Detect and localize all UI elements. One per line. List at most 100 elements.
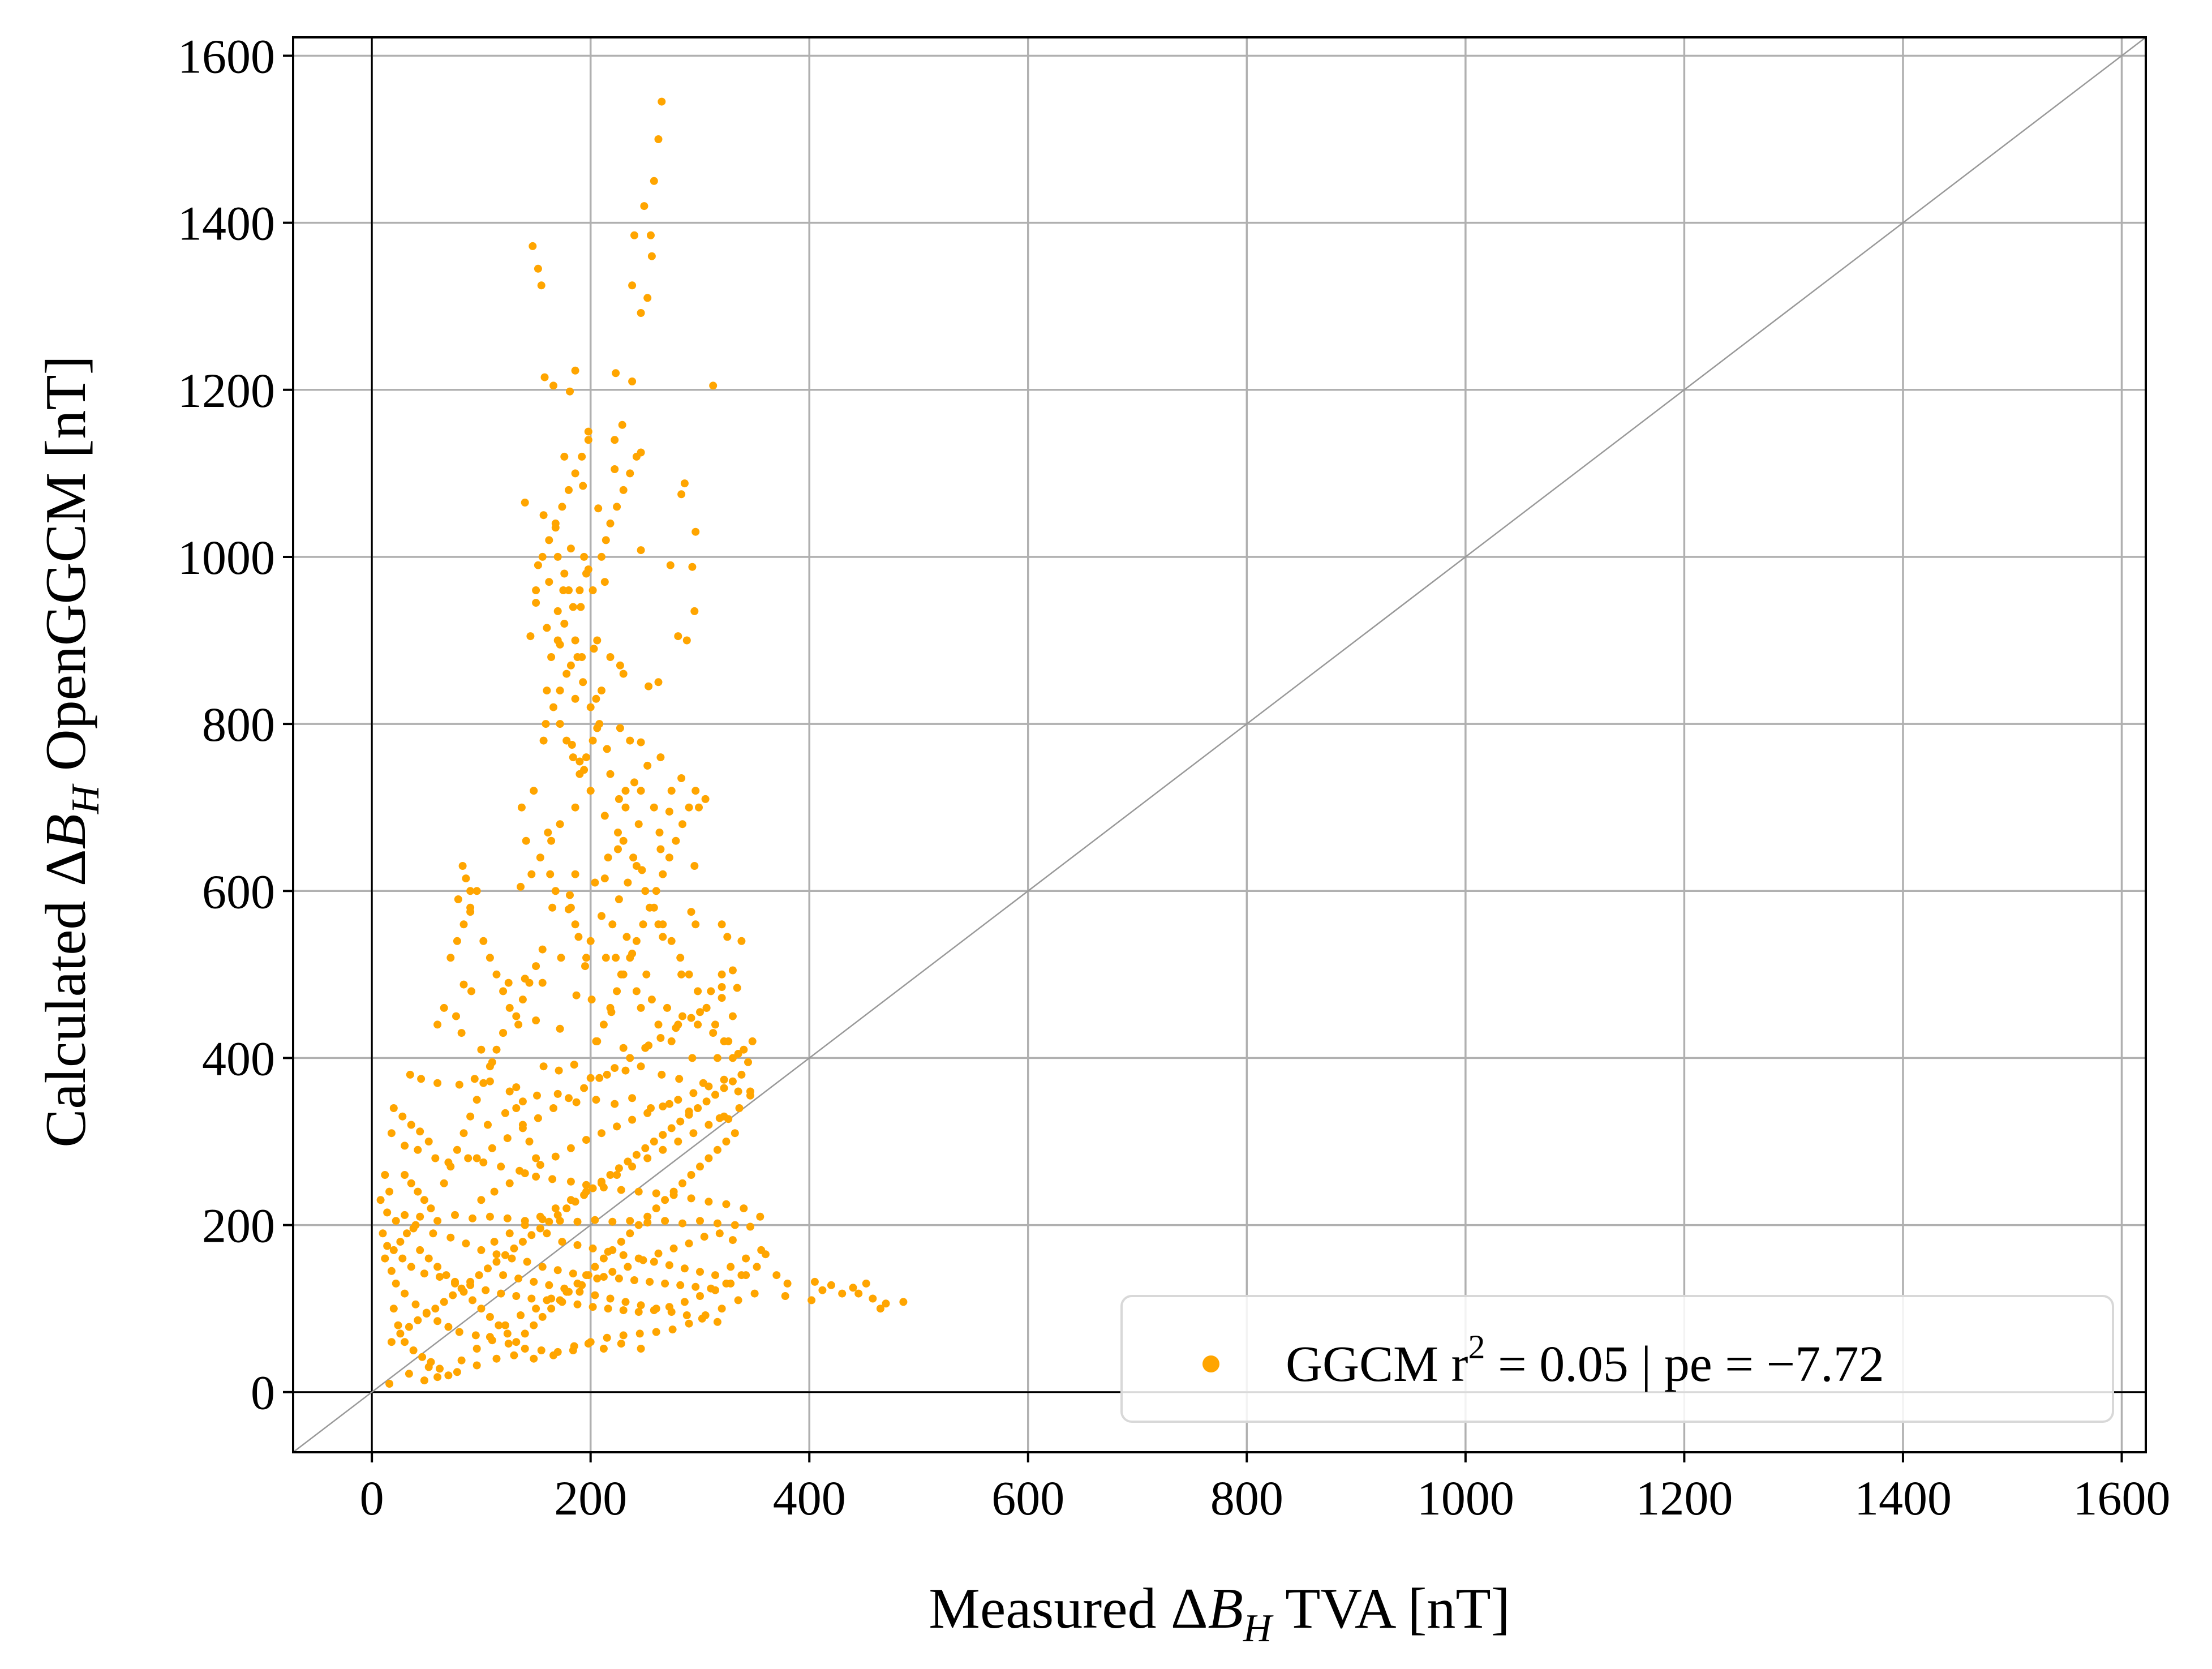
data-point-37 — [691, 527, 700, 536]
data-point-263 — [668, 1325, 677, 1334]
data-point-631 — [705, 1154, 713, 1162]
data-point-268 — [750, 1289, 759, 1298]
data-point-378 — [521, 1169, 529, 1178]
data-point-582 — [632, 1151, 641, 1159]
data-point-376 — [490, 1187, 499, 1196]
data-point-677 — [652, 887, 660, 895]
data-point-566 — [492, 1258, 501, 1266]
data-point-354 — [691, 1282, 700, 1291]
data-point-282 — [589, 1303, 597, 1311]
data-point-293 — [389, 1305, 398, 1313]
data-point-626 — [661, 1196, 669, 1204]
data-point-162 — [637, 1062, 645, 1071]
data-point-166 — [734, 1087, 742, 1096]
data-point-237 — [713, 1219, 721, 1228]
data-point-360 — [772, 1271, 781, 1280]
data-point-645 — [643, 1154, 652, 1162]
data-point-71 — [517, 803, 526, 812]
data-point-84 — [614, 845, 622, 853]
data-point-415 — [602, 954, 610, 962]
data-point-328 — [510, 1351, 518, 1359]
data-point-344 — [538, 1263, 547, 1271]
data-point-43 — [589, 586, 597, 594]
data-point-456 — [582, 569, 590, 578]
data-point-489 — [446, 954, 455, 962]
data-point-123 — [707, 987, 715, 996]
data-point-468 — [565, 586, 573, 594]
data-point-318 — [715, 1229, 724, 1238]
data-point-477 — [632, 452, 641, 461]
data-point-87 — [656, 845, 665, 853]
data-point-100 — [517, 882, 525, 891]
data-point-67 — [637, 738, 645, 746]
data-point-192 — [401, 1142, 409, 1150]
data-point-233 — [643, 1219, 652, 1227]
data-point-585 — [659, 1131, 667, 1139]
data-point-574 — [562, 1204, 571, 1213]
data-point-200 — [532, 1173, 540, 1181]
data-point-169 — [417, 1075, 426, 1083]
data-point-422 — [709, 1029, 718, 1037]
data-point-412 — [518, 1097, 527, 1106]
data-point-556 — [405, 1323, 413, 1331]
data-point-179 — [611, 1100, 619, 1108]
data-point-58 — [654, 678, 663, 687]
data-point-501 — [525, 979, 534, 987]
data-point-639 — [551, 1204, 560, 1213]
data-point-492 — [466, 903, 475, 912]
data-point-109 — [687, 908, 695, 916]
data-point-326 — [473, 1361, 481, 1370]
data-point-681 — [678, 820, 686, 829]
data-point-593 — [728, 1077, 737, 1086]
data-point-609 — [512, 1338, 521, 1346]
data-point-301 — [457, 1356, 466, 1365]
data-point-396 — [534, 1114, 542, 1122]
data-point-57 — [592, 694, 600, 703]
data-point-51 — [590, 645, 598, 653]
data-point-188 — [407, 1121, 415, 1129]
data-point-621 — [617, 1238, 625, 1246]
x-axis-ticks: 0 200 400 600 800 1000 1200 1400 1600 — [360, 1452, 2170, 1525]
data-point-401 — [611, 1064, 619, 1072]
data-point-325 — [453, 1368, 461, 1376]
data-point-83 — [701, 795, 710, 803]
data-point-592 — [720, 1084, 728, 1092]
data-point-45 — [532, 599, 540, 607]
data-point-48 — [543, 624, 551, 632]
data-point-555 — [396, 1329, 405, 1338]
data-point-178 — [592, 1096, 600, 1104]
data-point-52 — [616, 661, 624, 670]
data-point-137 — [728, 1012, 737, 1020]
data-point-196 — [464, 1154, 473, 1162]
data-point-447 — [586, 703, 595, 711]
data-point-182 — [665, 1100, 673, 1108]
data-point-649 — [705, 1121, 713, 1129]
data-point-666 — [737, 1070, 746, 1079]
data-point-657 — [659, 920, 667, 929]
data-point-388 — [674, 1096, 682, 1104]
data-point-250 — [455, 1328, 463, 1336]
data-point-572 — [545, 1217, 553, 1226]
data-point-168 — [406, 1070, 414, 1079]
data-point-319 — [728, 1236, 737, 1245]
data-point-170 — [433, 1079, 442, 1087]
data-point-94 — [566, 891, 574, 899]
data-point-311 — [608, 1268, 617, 1276]
data-point-368 — [899, 1298, 908, 1306]
data-point-78 — [614, 829, 622, 836]
data-point-335 — [637, 1345, 645, 1353]
data-point-537 — [742, 1254, 750, 1263]
data-point-260 — [619, 1331, 628, 1340]
data-point-400 — [595, 1074, 604, 1082]
data-point-508 — [427, 1204, 435, 1213]
data-point-487 — [433, 1020, 442, 1029]
identity-reference-line — [293, 37, 2146, 1453]
data-point-110 — [691, 920, 700, 929]
data-point-251 — [471, 1331, 480, 1340]
data-point-230 — [591, 1216, 599, 1224]
data-point-28 — [539, 511, 548, 520]
data-point-672 — [619, 970, 628, 979]
data-point-420 — [678, 1012, 686, 1020]
data-point-112 — [723, 933, 732, 941]
data-point-8 — [534, 264, 542, 273]
